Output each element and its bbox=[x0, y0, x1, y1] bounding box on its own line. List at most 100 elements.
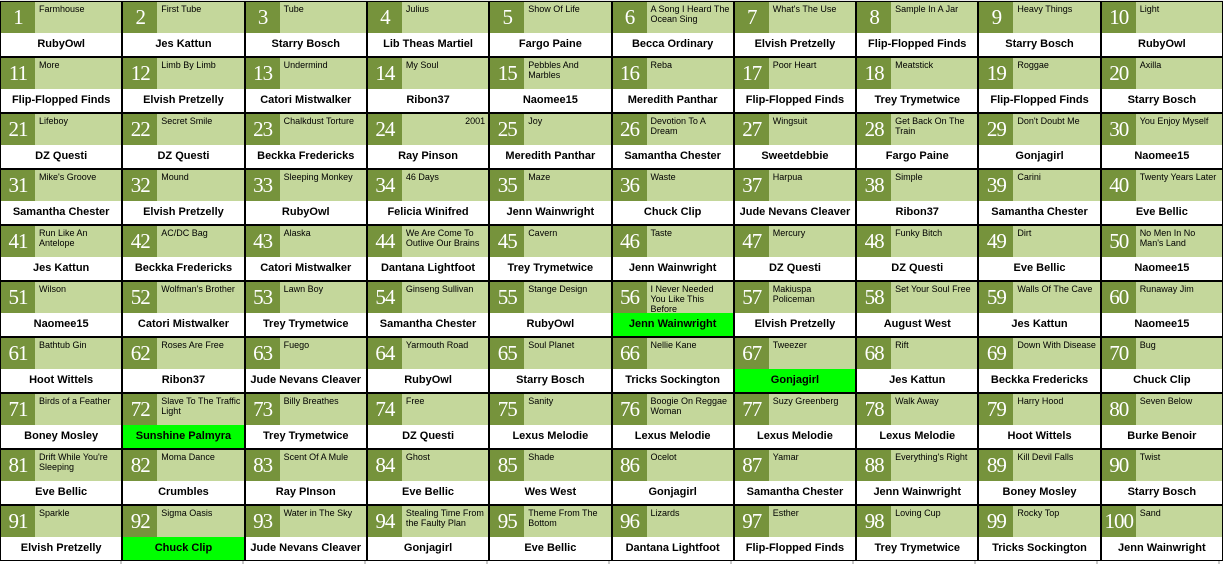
grid-cell[interactable]: 45 Cavern Trey Trymetwice bbox=[490, 226, 611, 280]
grid-cell[interactable]: 17 Poor Heart Flip-Flopped Finds bbox=[734, 58, 856, 112]
grid-cell[interactable]: 75 Sanity Lexus Melodie bbox=[490, 394, 611, 448]
grid-cell[interactable]: 73 Billy Breathes Trey Trymetwice bbox=[245, 394, 366, 448]
grid-cell[interactable]: 46 Taste Jenn Wainwright bbox=[612, 226, 733, 280]
grid-cell[interactable]: 44 We Are Come To Outlive Our Brains Danta… bbox=[367, 226, 489, 280]
grid-cell[interactable]: 55 Stange Design RubyOwl bbox=[490, 282, 611, 336]
grid-cell[interactable]: 29 Don't Doubt Me Gonjagirl bbox=[979, 114, 1100, 168]
grid-cell[interactable]: 64 Yarmouth Road RubyOwl bbox=[367, 338, 489, 392]
grid-cell[interactable]: 39 Carini Samantha Chester bbox=[979, 170, 1100, 224]
grid-cell[interactable]: 38 Simple Ribon37 bbox=[857, 170, 978, 224]
grid-cell[interactable]: 100 Sand Jenn Wainwright bbox=[1101, 506, 1222, 560]
grid-cell[interactable]: 65 Soul Planet Starry Bosch bbox=[490, 338, 611, 392]
grid-cell[interactable]: 92 Sigma Oasis Chuck Clip bbox=[123, 506, 244, 560]
grid-cell[interactable]: 61 Bathtub Gin Hoot Wittels bbox=[1, 338, 122, 392]
grid-cell[interactable]: 74 Free DZ Questi bbox=[367, 394, 489, 448]
grid-cell[interactable]: 24 2001 Ray Pinson bbox=[367, 114, 489, 168]
grid-cell[interactable]: 90 Twist Starry Bosch bbox=[1101, 450, 1222, 504]
grid-cell[interactable]: 4 Julius Lib Theas Martiel bbox=[367, 2, 489, 56]
grid-cell[interactable]: 71 Birds of a Feather Boney Mosley bbox=[1, 394, 122, 448]
grid-cell[interactable]: 11 More Flip-Flopped Finds bbox=[1, 58, 122, 112]
grid-cell[interactable]: 49 Dirt Eve Bellic bbox=[979, 226, 1100, 280]
grid-cell[interactable]: 95 Theme From The Bottom Eve Bellic bbox=[490, 506, 611, 560]
grid-cell[interactable]: 60 Runaway Jim Naomee15 bbox=[1101, 282, 1222, 336]
grid-cell[interactable]: 32 Mound Elvish Pretzelly bbox=[123, 170, 244, 224]
grid-cell[interactable]: 23 Chalkdust Torture Beckka Fredericks bbox=[245, 114, 366, 168]
grid-cell[interactable]: 91 Sparkle Elvish Pretzelly bbox=[1, 506, 122, 560]
grid-cell[interactable]: 42 AC/DC Bag Beckka Fredericks bbox=[123, 226, 244, 280]
grid-cell[interactable]: 34 46 Days Felicia Winifred bbox=[367, 170, 489, 224]
grid-cell[interactable]: 63 Fuego Jude Nevans Cleaver bbox=[245, 338, 366, 392]
grid-cell[interactable]: 40 Twenty Years Later Eve Bellic bbox=[1101, 170, 1222, 224]
grid-cell[interactable]: 10 Light RubyOwl bbox=[1101, 2, 1222, 56]
grid-cell[interactable]: 76 Boogie On Reggae Woman Lexus Melodie bbox=[612, 394, 733, 448]
grid-cell[interactable]: 20 Axilla Starry Bosch bbox=[1101, 58, 1222, 112]
grid-cell[interactable]: 31 Mike's Groove Samantha Chester bbox=[1, 170, 122, 224]
grid-cell[interactable]: 78 Walk Away Lexus Melodie bbox=[857, 394, 978, 448]
grid-cell[interactable]: 93 Water in The Sky Jude Nevans Cleaver bbox=[245, 506, 366, 560]
grid-cell[interactable]: 96 Lizards Dantana Lightfoot bbox=[612, 506, 733, 560]
grid-cell[interactable]: 67 Tweezer Gonjagirl bbox=[734, 338, 856, 392]
grid-cell[interactable]: 83 Scent Of A Mule Ray PInson bbox=[245, 450, 366, 504]
grid-cell[interactable]: 66 Nellie Kane Tricks Sockington bbox=[612, 338, 733, 392]
grid-cell[interactable]: 59 Walls Of The Cave Jes Kattun bbox=[979, 282, 1100, 336]
grid-cell[interactable]: 94 Stealing Time From the Faulty Plan Gonj… bbox=[367, 506, 489, 560]
grid-cell[interactable]: 33 Sleeping Monkey RubyOwl bbox=[245, 170, 366, 224]
grid-cell[interactable]: 12 Limb By Limb Elvish Pretzelly bbox=[123, 58, 244, 112]
grid-cell[interactable]: 80 Seven Below Burke Benoir bbox=[1101, 394, 1222, 448]
grid-cell[interactable]: 30 You Enjoy Myself Naomee15 bbox=[1101, 114, 1222, 168]
grid-cell[interactable]: 56 I Never Needed You Like This Before Jen… bbox=[612, 282, 733, 336]
grid-cell[interactable]: 7 What's The Use Elvish Pretzelly bbox=[734, 2, 856, 56]
grid-cell[interactable]: 68 Rift Jes Kattun bbox=[857, 338, 978, 392]
grid-cell[interactable]: 15 Pebbles And Marbles Naomee15 bbox=[490, 58, 611, 112]
grid-cell[interactable]: 25 Joy Meredith Panthar bbox=[490, 114, 611, 168]
grid-cell[interactable]: 82 Moma Dance Crumbles bbox=[123, 450, 244, 504]
grid-cell[interactable]: 72 Slave To The Traffic Light Sunshine Pal… bbox=[123, 394, 244, 448]
grid-cell[interactable]: 2 First Tube Jes Kattun bbox=[123, 2, 244, 56]
grid-cell[interactable]: 69 Down With Disease Beckka Fredericks bbox=[979, 338, 1100, 392]
grid-cell[interactable]: 37 Harpua Jude Nevans Cleaver bbox=[734, 170, 856, 224]
grid-cell[interactable]: 19 Roggae Flip-Flopped Finds bbox=[979, 58, 1100, 112]
grid-cell[interactable]: 99 Rocky Top Tricks Sockington bbox=[979, 506, 1100, 560]
grid-cell[interactable]: 35 Maze Jenn Wainwright bbox=[490, 170, 611, 224]
grid-cell[interactable]: 3 Tube Starry Bosch bbox=[245, 2, 366, 56]
grid-cell[interactable]: 36 Waste Chuck Clip bbox=[612, 170, 733, 224]
grid-cell[interactable]: 62 Roses Are Free Ribon37 bbox=[123, 338, 244, 392]
grid-cell[interactable]: 8 Sample In A Jar Flip-Flopped Finds bbox=[857, 2, 978, 56]
grid-cell[interactable]: 21 Lifeboy DZ Questi bbox=[1, 114, 122, 168]
grid-cell[interactable]: 22 Secret Smile DZ Questi bbox=[123, 114, 244, 168]
grid-cell[interactable]: 5 Show Of Life Fargo Paine bbox=[490, 2, 611, 56]
grid-cell[interactable]: 79 Harry Hood Hoot Wittels bbox=[979, 394, 1100, 448]
grid-cell[interactable]: 88 Everything's Right Jenn Wainwright bbox=[857, 450, 978, 504]
grid-cell[interactable]: 13 Undermind Catori Mistwalker bbox=[245, 58, 366, 112]
grid-cell[interactable]: 43 Alaska Catori Mistwalker bbox=[245, 226, 366, 280]
grid-cell[interactable]: 98 Loving Cup Trey Trymetwice bbox=[857, 506, 978, 560]
grid-cell[interactable]: 14 My Soul Ribon37 bbox=[367, 58, 489, 112]
grid-cell[interactable]: 41 Run Like An Antelope Jes Kattun bbox=[1, 226, 122, 280]
grid-cell[interactable]: 27 Wingsuit Sweetdebbie bbox=[734, 114, 856, 168]
grid-cell[interactable]: 58 Set Your Soul Free August West bbox=[857, 282, 978, 336]
grid-cell[interactable]: 57 Makiuspa Policeman Elvish Pretzelly bbox=[734, 282, 856, 336]
grid-cell[interactable]: 54 Ginseng Sullivan Samantha Chester bbox=[367, 282, 489, 336]
grid-cell[interactable]: 89 Kill Devil Falls Boney Mosley bbox=[979, 450, 1100, 504]
grid-cell[interactable]: 87 Yamar Samantha Chester bbox=[734, 450, 856, 504]
grid-cell[interactable]: 52 Wolfman's Brother Catori Mistwalker bbox=[123, 282, 244, 336]
grid-cell[interactable]: 86 Ocelot Gonjagirl bbox=[612, 450, 733, 504]
grid-cell[interactable]: 1 Farmhouse RubyOwl bbox=[1, 2, 122, 56]
grid-cell[interactable]: 70 Bug Chuck Clip bbox=[1101, 338, 1222, 392]
grid-cell[interactable]: 97 Esther Flip-Flopped Finds bbox=[734, 506, 856, 560]
grid-cell[interactable]: 77 Suzy Greenberg Lexus Melodie bbox=[734, 394, 856, 448]
grid-cell[interactable]: 50 No Men In No Man's Land Naomee15 bbox=[1101, 226, 1222, 280]
grid-cell[interactable]: 84 Ghost Eve Bellic bbox=[367, 450, 489, 504]
grid-cell[interactable]: 9 Heavy Things Starry Bosch bbox=[979, 2, 1100, 56]
grid-cell[interactable]: 51 Wilson Naomee15 bbox=[1, 282, 122, 336]
grid-cell[interactable]: 18 Meatstick Trey Trymetwice bbox=[857, 58, 978, 112]
grid-cell[interactable]: 85 Shade Wes West bbox=[490, 450, 611, 504]
grid-cell[interactable]: 81 Drift While You're Sleeping Eve Bellic bbox=[1, 450, 122, 504]
grid-cell[interactable]: 53 Lawn Boy Trey Trymetwice bbox=[245, 282, 366, 336]
grid-cell[interactable]: 26 Devotion To A Dream Samantha Chester bbox=[612, 114, 733, 168]
grid-cell[interactable]: 47 Mercury DZ Questi bbox=[734, 226, 856, 280]
grid-cell[interactable]: 28 Get Back On The Train Fargo Paine bbox=[857, 114, 978, 168]
grid-cell[interactable]: 16 Reba Meredith Panthar bbox=[612, 58, 733, 112]
grid-cell[interactable]: 48 Funky Bitch DZ Questi bbox=[857, 226, 978, 280]
